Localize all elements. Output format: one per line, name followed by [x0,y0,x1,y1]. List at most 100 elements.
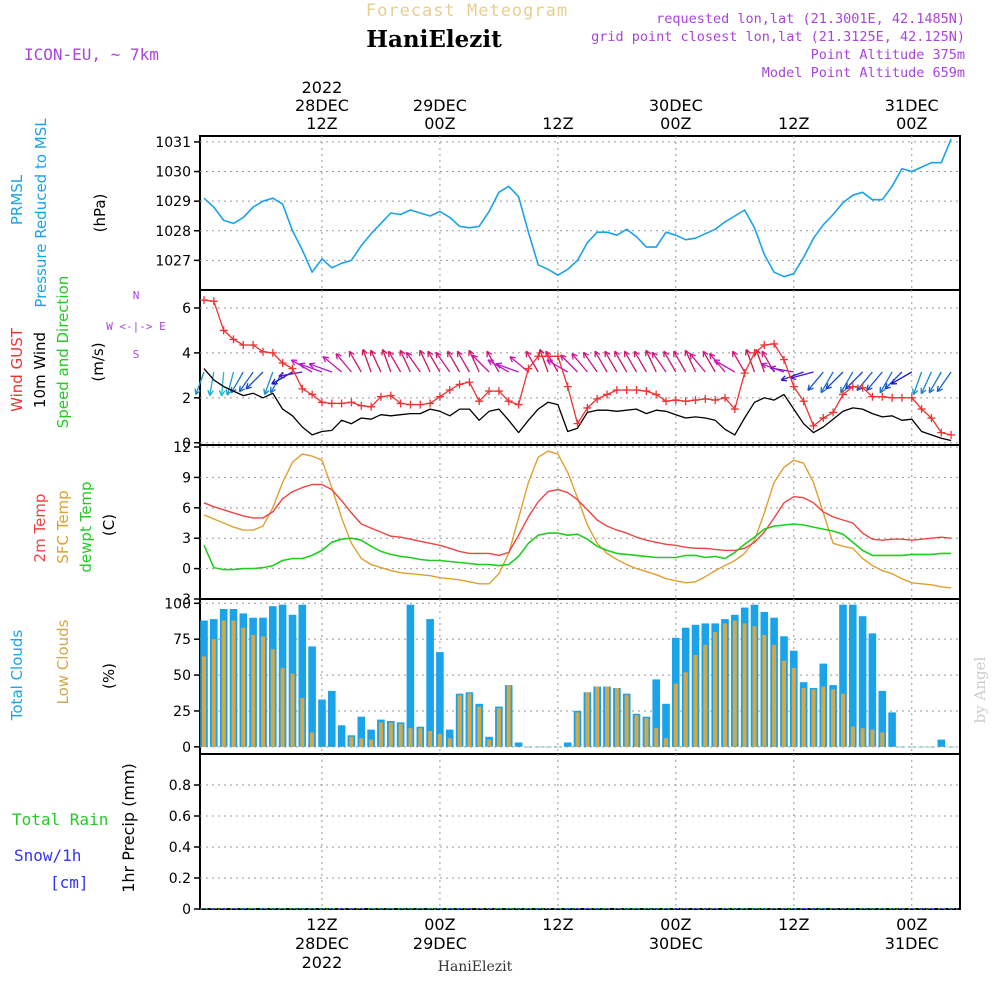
cloud-low-bar [408,728,413,747]
panel-frame-pressure [199,135,961,291]
wind-direction-arrow [645,349,657,373]
wind-gust-marker [288,364,297,373]
wind-direction-arrow [769,365,794,373]
precip-snow-bar [880,908,884,909]
precip-snow-bar [585,908,589,909]
precip-snow-bar [389,908,393,909]
wind-direction-arrow [713,359,736,373]
cloud-total-bar [367,729,375,747]
ytick-label: 0.2 [169,871,191,887]
precip-snow-bar [743,908,747,909]
cloud-low-bar [742,623,747,747]
wind-gust-marker [593,394,602,403]
wind-gust-marker [612,385,621,394]
temp-2m-side-label: 2m Temp [31,494,49,563]
precip-snow-bar [349,908,353,909]
gridpoint-coords: grid point closest lon,lat (21.3125E, 42… [591,29,965,45]
wind-gust-marker [720,393,729,402]
precip-snow-bar [900,908,904,909]
bottom-axis-label: 12Z [542,915,573,934]
cloud-low-bar [762,634,767,747]
wind-direction-arrow [509,355,529,373]
top-axis-label: 31DEC [885,96,939,115]
precip-snow-bar [202,908,206,909]
wind-gust-marker [799,397,808,406]
wind-direction-arrow [936,371,952,393]
wind-direction-arrow [427,350,441,373]
product-title: Forecast Meteogram [366,1,568,21]
precip-snow-bar [448,908,452,909]
cloud-total-bar [937,739,946,747]
precip-snow-bar [625,908,629,909]
wind-gust-marker [327,399,336,408]
precip-snow-bar [320,908,324,909]
precip-snow-bar [929,908,933,909]
precip-snow-bar [674,908,678,909]
ytick-label: 0 [182,436,191,452]
cloud-total-bar [563,742,572,747]
wind-direction-arrow [405,351,421,373]
bottom-axis-label: 28DEC [295,934,349,953]
cloud-low-bar [398,723,403,747]
cloud-low-bar [496,708,501,747]
wind-dir-side-label: Speed and Direction [54,276,72,429]
wind-direction-arrow [840,371,854,394]
temp-sfc-side-label: SFC Temp [54,490,72,563]
cloud-total-bar [308,646,316,747]
clouds-low-side-label: Low Clouds [54,619,72,704]
cloud-low-bar [359,738,364,747]
top-axis-label: 30DEC [649,96,703,115]
top-axis-label: 00Z [896,114,927,133]
cloud-total-bar [436,652,444,747]
precip-snow-bar [723,908,727,909]
precip-snow-bar [841,908,845,909]
cloud-low-bar [732,620,737,747]
wind-gust-marker [268,348,277,357]
precip-snow-bar [753,908,756,909]
wind-ylabel: (m/s) [89,342,107,381]
wind-gust-marker [907,393,916,402]
temp-ylabel: (C) [100,514,118,536]
top-axis-label: 29DEC [413,96,467,115]
cloud-low-bar [841,693,845,747]
wind-direction-arrow [594,350,608,373]
wind-direction-arrow [920,371,932,395]
cloud-total-bar [888,712,896,747]
bottom-axis-label: 31DEC [885,934,939,953]
wind-gust-marker [485,387,494,396]
bottom-axis-label: 00Z [660,915,691,934]
precip-snow-bar [300,908,304,909]
wind-gust-marker [249,341,258,350]
cloud-low-bar [477,706,482,747]
wind-direction-arrow [879,371,893,394]
cloud-low-bar [673,683,678,747]
precip-snow-bar [526,908,530,909]
precip-snow-bar [733,908,737,909]
wind-direction-arrow [525,350,539,373]
precip-snow-bar [477,908,481,909]
precip-snow-bar [251,908,255,909]
wind-direction-arrow [633,350,647,373]
precip-snow-unit: [cm] [50,873,89,892]
top-axis-label: 28DEC [295,96,349,115]
wind-gust-marker [376,392,385,401]
cloud-low-bar [300,698,305,747]
precip-snow-bar [802,908,806,909]
wind-gust-marker [278,359,287,368]
precip-snow-bar [458,908,462,909]
wind-gust-marker [897,393,906,402]
cloud-total-bar [652,679,660,747]
wind-direction-arrow [419,349,431,373]
cloud-total-bar [406,604,415,747]
compass-we: W <-|-> E [106,320,166,333]
wind-direction-arrow [890,371,913,385]
precip-ylabel: 1hr Precip (mm) [119,763,138,893]
wind-direction-arrow [651,351,667,373]
wind-direction-arrow [446,350,461,373]
precip-snow-bar [920,908,924,909]
top-axis-label: 12Z [542,114,573,133]
cloud-low-bar [723,623,727,747]
wind-gust-marker [917,405,926,414]
station-title: HaniElezit [366,26,502,53]
wind-direction-arrow [194,371,205,396]
